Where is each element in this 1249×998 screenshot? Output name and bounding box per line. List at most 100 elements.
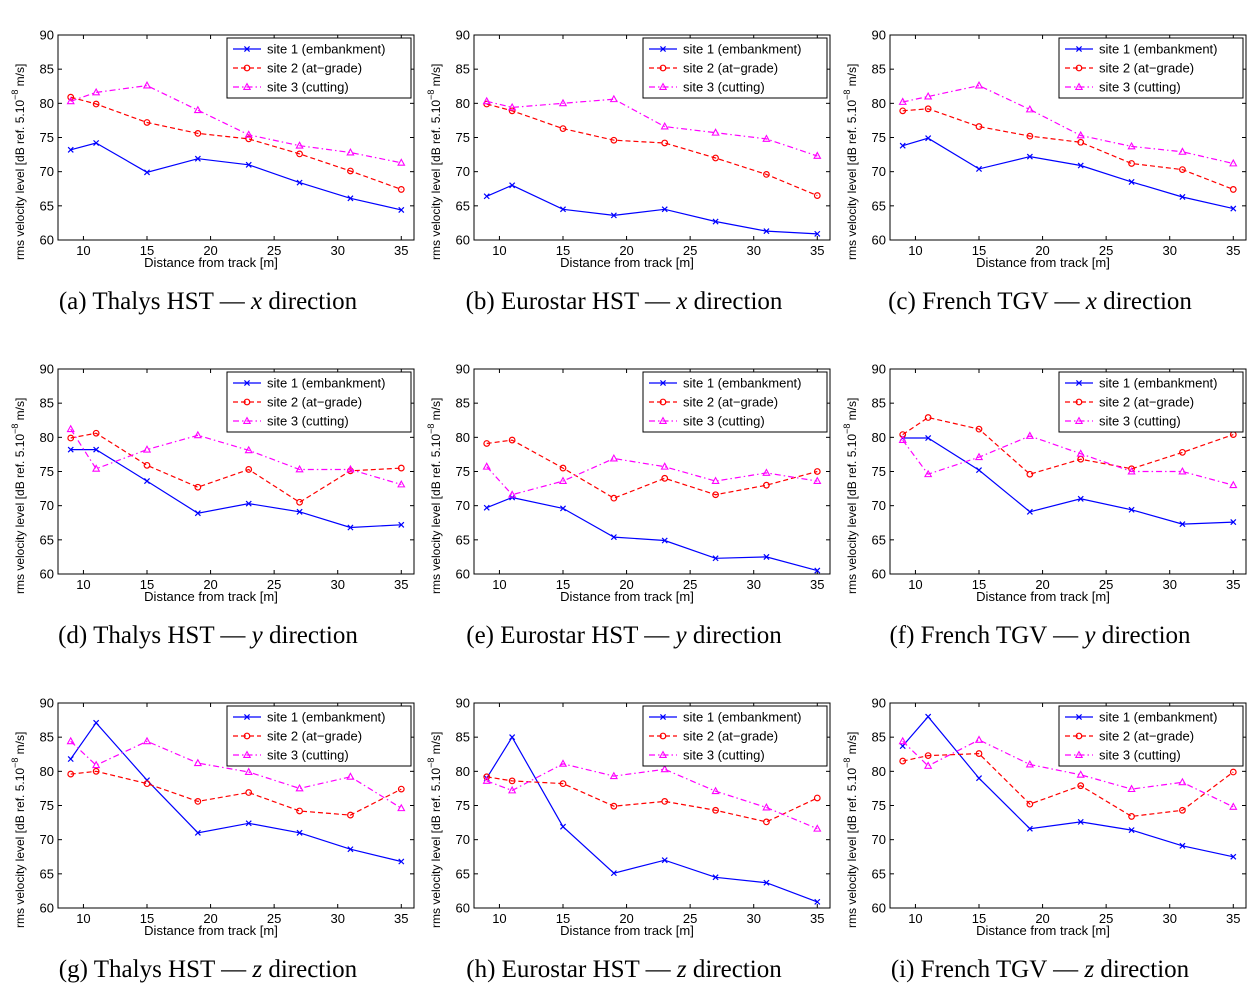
series-line — [902, 715, 1234, 858]
y-tick-label: 70 — [40, 832, 54, 847]
data-point — [1229, 158, 1238, 167]
caption-train: Thalys HST — [93, 622, 215, 649]
y-tick-label: 60 — [456, 567, 470, 582]
legend-entry: site 2 (at−grade) — [267, 61, 362, 76]
x-axis-label: Distance from track [m] — [144, 923, 278, 938]
caption-label: (c) — [888, 288, 916, 315]
series-line — [486, 736, 818, 903]
legend: site 1 (embankment) site 2 (at−grade) site… — [226, 705, 412, 767]
caption-dash: — — [1053, 956, 1079, 983]
y-tick-label: 85 — [456, 730, 470, 745]
data-point — [194, 129, 202, 137]
data-point — [975, 425, 983, 433]
x-tick-label: 30 — [746, 243, 760, 258]
data-point — [347, 167, 354, 175]
data-point — [397, 186, 405, 193]
data-point — [92, 464, 101, 472]
data-point — [899, 142, 906, 149]
y-tick-label: 65 — [456, 866, 470, 881]
legend-entry: site 3 (cutting) — [1099, 80, 1181, 95]
y-tick-label: 90 — [872, 28, 886, 43]
data-point — [813, 151, 822, 159]
series-1 — [67, 719, 405, 865]
data-point — [244, 767, 253, 775]
series-line — [902, 416, 1234, 475]
data-point — [508, 490, 517, 498]
data-point — [1127, 466, 1136, 475]
series-3 — [482, 94, 822, 159]
y-tick-label: 70 — [40, 498, 54, 513]
data-point — [92, 760, 101, 769]
chart-panel-f: 60 65 70 75 80 85 90 10 15 20 25 30 35 Distance from … — [832, 334, 1248, 664]
data-point — [559, 206, 567, 213]
series-line — [70, 142, 402, 211]
legend: site 1 (embankment) site 2 (at−grade) site… — [642, 37, 828, 99]
y-tick-label: 60 — [872, 567, 886, 582]
chart-panel-c: 60 65 70 75 80 85 90 10 15 20 25 30 35 Distance from … — [832, 0, 1248, 330]
data-point — [66, 96, 75, 105]
data-point — [712, 874, 719, 881]
y-axis-label: rms velocity level [dB ref. 5.10−8 m/s] — [10, 732, 27, 928]
data-point — [347, 846, 354, 853]
data-point — [194, 797, 202, 805]
data-point — [194, 510, 201, 517]
data-point — [610, 534, 617, 541]
legend-marker — [1075, 379, 1083, 387]
data-point — [559, 780, 567, 788]
y-axis-label: rms velocity level [dB ref. 5.10−8 m/s] — [426, 64, 443, 260]
data-point — [763, 818, 770, 826]
y-tick-label: 65 — [40, 532, 54, 547]
data-point — [295, 464, 304, 473]
data-point — [296, 498, 303, 506]
y-tick-label: 65 — [872, 198, 886, 213]
legend-marker — [1075, 64, 1083, 72]
y-tick-label: 90 — [40, 28, 54, 43]
caption-train: French TGV — [920, 622, 1047, 649]
data-point — [814, 230, 821, 237]
data-point — [924, 469, 933, 478]
data-point — [482, 776, 491, 784]
data-point — [296, 179, 303, 186]
y-tick-label: 60 — [456, 233, 470, 248]
x-tick-label: 30 — [746, 911, 760, 926]
caption-dash: — — [221, 956, 247, 983]
series-line — [902, 435, 1234, 486]
data-point — [975, 123, 983, 130]
series-line — [70, 770, 402, 816]
data-point — [1128, 827, 1135, 834]
y-axis-label: rms velocity level [dB ref. 5.10−8 m/s] — [842, 732, 859, 928]
chart-panel-e: 60 65 70 75 80 85 90 10 15 20 25 30 35 Distance from … — [416, 334, 832, 664]
y-tick-label: 80 — [872, 430, 886, 445]
legend-entry: site 2 (at−grade) — [1099, 729, 1194, 744]
x-tick-label: 10 — [76, 911, 90, 926]
series-line — [70, 432, 402, 504]
y-tick-label: 65 — [456, 532, 470, 547]
y-tick-label: 75 — [456, 130, 470, 145]
data-point — [558, 476, 568, 485]
legend: site 1 (embankment) site 2 (at−grade) site… — [1058, 37, 1244, 99]
caption-label: (d) — [58, 622, 88, 649]
legend: site 1 (embankment) site 2 (at−grade) site… — [226, 37, 412, 99]
figure-caption: (b) Eurostar HST — x direction — [416, 288, 832, 316]
x-tick-label: 30 — [1162, 911, 1176, 926]
data-point — [1026, 508, 1033, 515]
legend-entry: site 2 (at−grade) — [683, 61, 778, 76]
data-point — [244, 130, 253, 138]
data-point — [1179, 806, 1186, 814]
data-point — [193, 430, 202, 439]
x-axis-label: Distance from track [m] — [976, 255, 1110, 270]
data-point — [482, 96, 491, 105]
y-tick-label: 85 — [872, 730, 886, 745]
data-point — [296, 508, 303, 515]
data-point — [397, 785, 405, 793]
data-point — [397, 464, 405, 472]
data-point — [660, 462, 669, 470]
chart-svg-g: 60 65 70 75 80 85 90 10 15 20 25 30 35 Distance from … — [10, 696, 415, 938]
data-point — [483, 440, 491, 447]
y-tick-label: 85 — [40, 396, 54, 411]
x-axis-label: Distance from track [m] — [560, 923, 694, 938]
data-point — [711, 786, 720, 795]
y-tick-label: 90 — [872, 696, 886, 711]
x-tick-label: 35 — [1226, 577, 1240, 592]
series-2 — [899, 750, 1237, 820]
